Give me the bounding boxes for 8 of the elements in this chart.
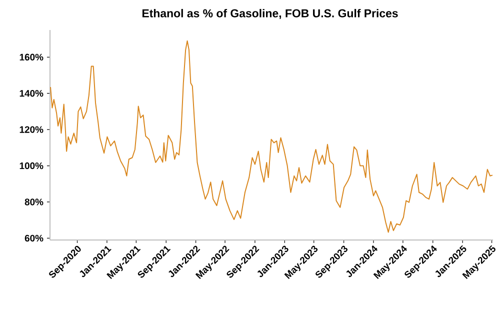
chart-title: Ethanol as % of Gasoline, FOB U.S. Gulf Prices — [142, 8, 398, 20]
y-tick-label: 100% — [20, 162, 44, 170]
y-tick-label: 160% — [20, 54, 44, 61]
y-tick-label: 80% — [24, 198, 44, 206]
line-series — [50, 40, 494, 233]
y-tick-label: 60% — [24, 234, 44, 242]
y-tick-label: 120% — [20, 126, 44, 133]
y-tick-label: 140% — [20, 90, 44, 97]
